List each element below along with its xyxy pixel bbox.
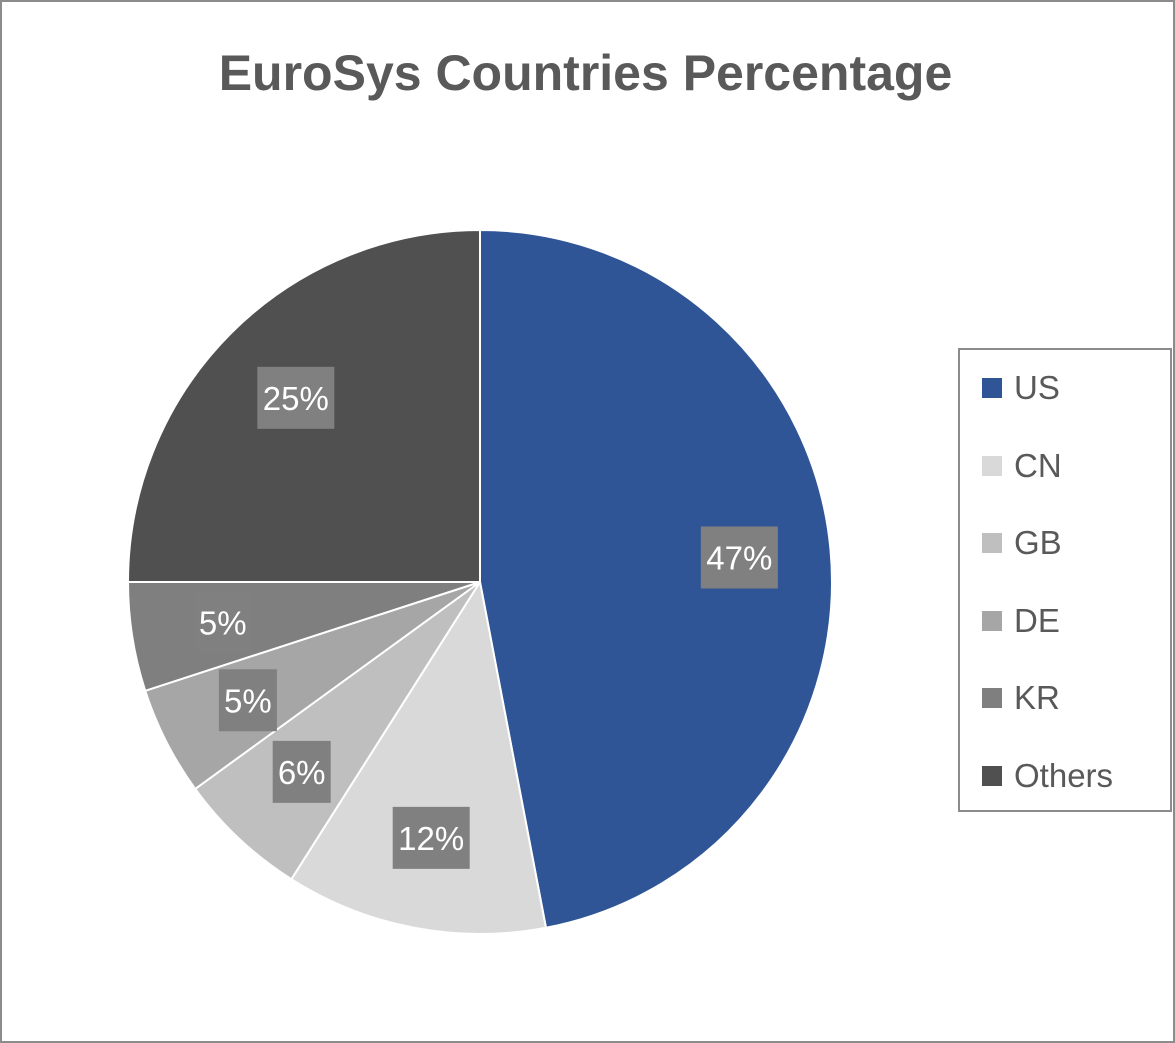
data-label-text: 25% [263,380,329,417]
legend-swatch [982,610,1002,631]
data-label-others: 25% [257,366,335,429]
data-label-text: 5% [224,682,272,719]
data-label-box [272,740,331,803]
legend-item-de: DE [982,601,1060,641]
legend-label: US [1014,369,1060,406]
legend-swatch [982,455,1002,476]
data-label-de: 5% [218,669,277,732]
data-label-kr: 5% [193,591,252,654]
pie-slice-cn [290,579,548,935]
data-label-text: 6% [278,754,326,791]
data-label-text: 47% [706,539,772,576]
legend-swatch [982,378,1002,398]
data-label-gb: 6% [272,740,331,803]
legend-swatch [982,765,1002,786]
legend-item-others: Others [982,756,1113,796]
data-label-us: 47% [700,526,778,589]
data-label-text: 12% [398,820,464,857]
legend-item-gb: GB [982,523,1062,563]
legend-swatch [982,688,1002,708]
data-label-box [193,591,252,654]
data-label-box [218,669,277,732]
legend-label: KR [1014,679,1060,716]
pie-slice-gb [193,581,481,881]
legend-label: DE [1014,601,1060,639]
data-label-box [257,366,335,429]
pie-slice-us [479,228,833,929]
legend-label: Others [1014,756,1114,794]
legend-swatch [982,533,1002,553]
legend-item-kr: KR [982,678,1060,718]
data-label-box [392,806,470,869]
legend-item-cn: CN [982,446,1062,486]
data-label-cn: 12% [392,806,470,869]
data-label-box [700,526,778,589]
legend: US CN GB DE KR Others [958,348,1172,812]
legend-label: CN [1014,446,1062,484]
data-label-text: 5% [199,605,247,642]
legend-label: GB [1014,524,1062,561]
legend-item-us: US [982,368,1060,408]
chart-title: EuroSys Countries Percentage [218,45,953,101]
